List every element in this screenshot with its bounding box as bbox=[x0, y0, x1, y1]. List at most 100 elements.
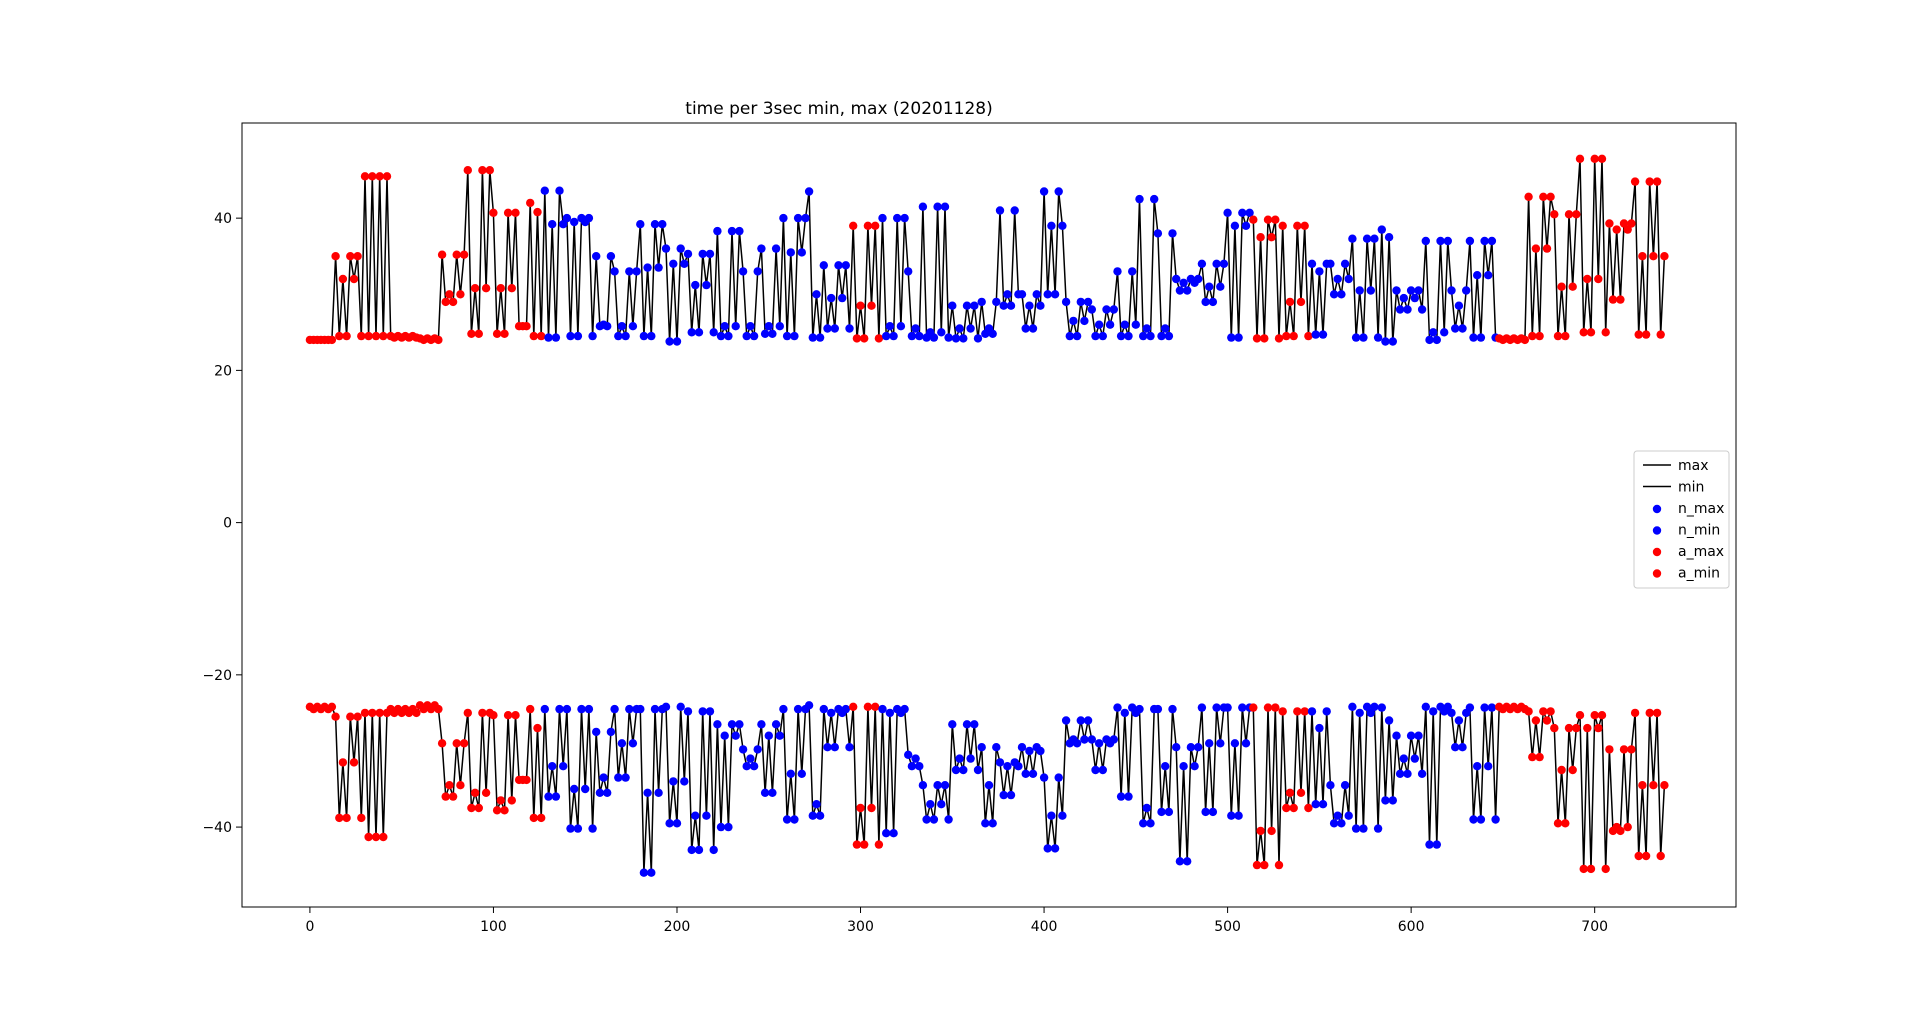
data-point bbox=[1102, 305, 1111, 314]
data-point bbox=[1447, 286, 1456, 295]
data-point bbox=[738, 745, 748, 754]
data-point bbox=[1179, 278, 1188, 287]
data-point bbox=[503, 208, 513, 217]
legend-label: a_max bbox=[1678, 544, 1724, 560]
data-point bbox=[1337, 290, 1346, 299]
data-point bbox=[548, 220, 557, 229]
data-point bbox=[1263, 215, 1273, 224]
data-point bbox=[1109, 305, 1119, 314]
data-point bbox=[1311, 330, 1320, 339]
data-point bbox=[1447, 708, 1456, 718]
data-point bbox=[1179, 762, 1188, 771]
data-point bbox=[1630, 708, 1640, 718]
data-point bbox=[1469, 815, 1478, 824]
data-point bbox=[1429, 707, 1438, 716]
data-point bbox=[459, 739, 469, 748]
data-point bbox=[1311, 800, 1320, 809]
data-point bbox=[1047, 221, 1056, 230]
data-point bbox=[595, 788, 605, 797]
data-point bbox=[1296, 788, 1306, 797]
data-point bbox=[1410, 754, 1420, 763]
data-point bbox=[889, 331, 898, 341]
data-point bbox=[1597, 154, 1607, 163]
legend-entry-n_max: n_max bbox=[1652, 501, 1724, 517]
data-point bbox=[1535, 752, 1544, 762]
data-point bbox=[1080, 316, 1089, 326]
data-point bbox=[702, 280, 711, 290]
data-point bbox=[966, 754, 975, 763]
data-point bbox=[570, 784, 579, 794]
data-point bbox=[1524, 707, 1533, 716]
data-point bbox=[911, 324, 920, 333]
data-point bbox=[437, 250, 447, 259]
data-point bbox=[1561, 331, 1570, 341]
data-point bbox=[933, 202, 942, 211]
data-point bbox=[1263, 703, 1273, 712]
data-point bbox=[327, 702, 337, 711]
data-point bbox=[1322, 707, 1331, 716]
y-tick-label: −40 bbox=[202, 820, 232, 836]
data-point bbox=[1028, 324, 1038, 333]
data-point bbox=[1432, 335, 1442, 345]
data-point bbox=[1612, 225, 1621, 234]
data-point bbox=[918, 781, 928, 790]
data-point bbox=[1315, 723, 1324, 733]
data-point bbox=[1278, 221, 1287, 230]
data-point bbox=[456, 781, 465, 790]
data-point bbox=[526, 198, 535, 208]
data-point bbox=[779, 213, 788, 223]
data-point bbox=[1124, 792, 1133, 801]
data-point bbox=[1039, 187, 1049, 196]
data-point bbox=[1421, 236, 1431, 246]
data-point bbox=[937, 328, 946, 337]
data-point bbox=[1205, 282, 1214, 291]
data-point bbox=[1116, 792, 1126, 801]
data-point bbox=[900, 213, 909, 223]
data-point bbox=[1362, 234, 1372, 243]
data-point bbox=[1021, 769, 1030, 778]
data-point bbox=[1128, 267, 1137, 276]
data-point bbox=[1568, 282, 1577, 291]
data-point bbox=[566, 824, 575, 833]
data-point bbox=[606, 727, 616, 737]
data-point bbox=[827, 293, 836, 303]
data-point bbox=[584, 213, 594, 223]
legend-label: max bbox=[1678, 458, 1709, 474]
data-point bbox=[1227, 811, 1236, 820]
data-point bbox=[1531, 716, 1541, 725]
data-point bbox=[768, 329, 777, 338]
data-point bbox=[834, 261, 843, 270]
x-tick-label: 400 bbox=[1031, 919, 1058, 935]
data-point bbox=[1146, 819, 1155, 828]
data-point bbox=[1458, 743, 1467, 752]
data-point bbox=[1164, 331, 1174, 341]
data-point bbox=[562, 213, 572, 223]
data-point bbox=[448, 297, 458, 307]
data-point bbox=[1359, 824, 1368, 833]
data-point bbox=[771, 244, 781, 253]
data-point bbox=[709, 328, 718, 337]
data-point bbox=[581, 784, 590, 794]
data-point bbox=[617, 739, 627, 748]
data-point bbox=[349, 274, 359, 284]
data-point bbox=[544, 792, 553, 801]
legend-entry-a_min: a_min bbox=[1652, 566, 1720, 582]
data-point bbox=[966, 324, 975, 333]
data-point bbox=[1131, 320, 1141, 329]
data-point bbox=[1120, 708, 1130, 718]
data-point bbox=[1557, 282, 1566, 291]
data-point bbox=[1656, 851, 1665, 861]
data-point bbox=[1212, 703, 1221, 712]
data-point bbox=[874, 840, 884, 849]
data-point bbox=[1351, 824, 1361, 833]
data-point bbox=[1124, 331, 1133, 341]
data-point bbox=[815, 333, 825, 342]
data-point bbox=[463, 708, 472, 718]
data-point bbox=[885, 708, 895, 718]
data-point bbox=[1476, 333, 1486, 342]
data-point bbox=[1172, 274, 1181, 284]
data-point bbox=[353, 252, 362, 261]
data-point bbox=[1553, 331, 1563, 341]
data-point bbox=[1458, 324, 1467, 333]
